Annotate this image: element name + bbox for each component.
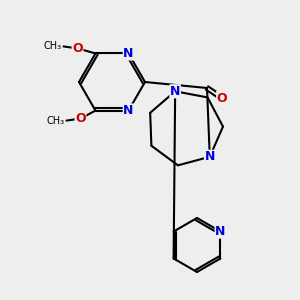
Text: N: N [170, 85, 180, 98]
Text: N: N [123, 104, 134, 117]
Text: O: O [75, 112, 86, 125]
Text: N: N [215, 225, 226, 238]
Text: CH₃: CH₃ [46, 116, 64, 126]
Text: O: O [217, 92, 227, 104]
Text: N: N [205, 150, 215, 163]
Text: N: N [123, 47, 134, 60]
Text: CH₃: CH₃ [44, 41, 62, 51]
Text: O: O [72, 42, 83, 55]
